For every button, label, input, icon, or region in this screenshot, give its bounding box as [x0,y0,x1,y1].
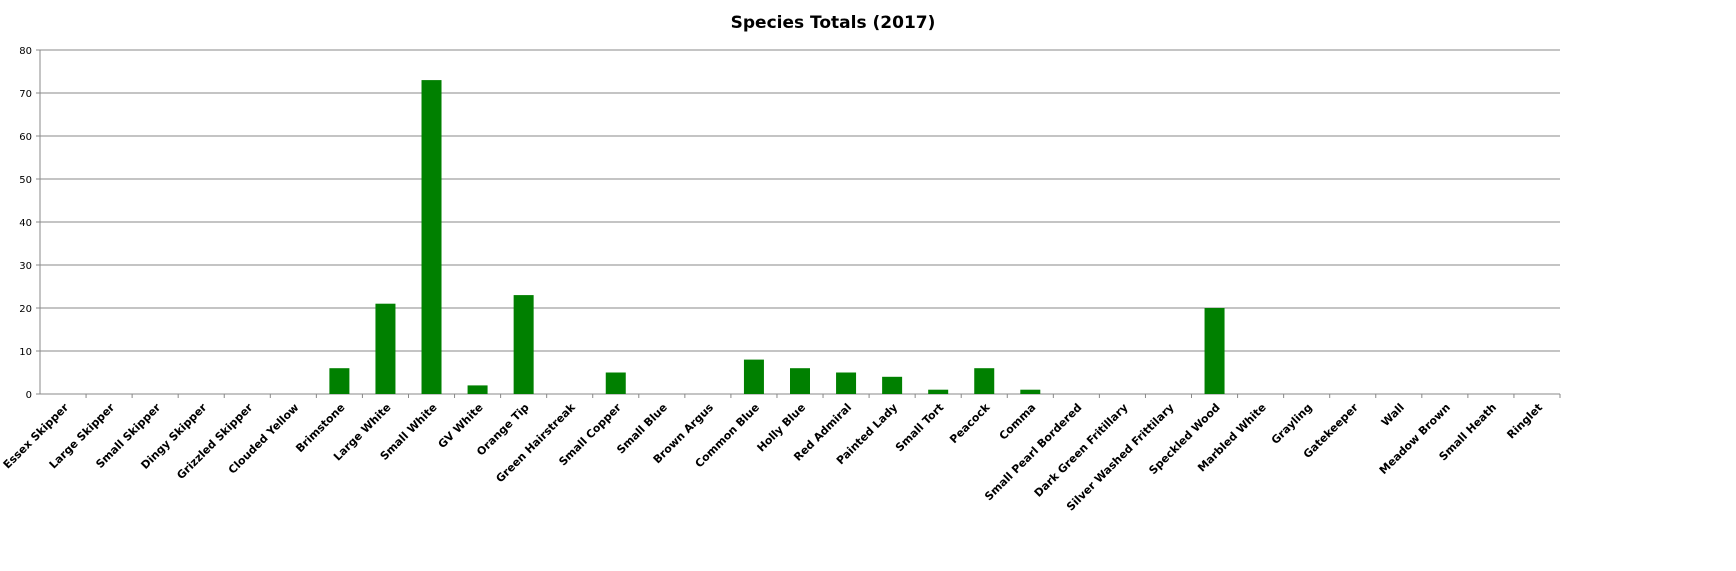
y-tick-label: 80 [19,46,32,57]
bar [1020,389,1041,394]
bar [790,368,810,394]
bar [329,368,350,394]
x-tick-label: Grizzled Skipper [174,401,255,482]
bar [375,303,396,394]
y-tick-label: 30 [19,261,32,272]
y-tick-label: 50 [19,175,32,186]
x-tick-label: Ringlet [1504,401,1545,442]
bar [605,372,626,394]
bar [1204,308,1225,394]
bar [743,359,764,394]
bar [836,372,857,394]
y-tick-label: 70 [19,89,32,100]
x-tick-label: Dark Green Fritillary [1032,401,1131,500]
x-tick-label: Peacock [947,400,993,446]
bar [421,80,442,394]
x-tick-label: Comma [997,401,1039,443]
y-tick-label: 40 [19,218,32,229]
bar [513,295,534,394]
bar [974,368,995,394]
y-tick-label: 0 [26,390,32,401]
x-tick-label: GV White [436,401,486,451]
bar [882,376,903,394]
bar [467,385,488,394]
y-tick-label: 60 [19,132,32,143]
x-tick-label: Small Tort [893,401,946,454]
chart-title: Species Totals (2017) [731,13,936,33]
x-tick-label: Green Hairstreak [493,400,578,485]
y-tick-label: 10 [19,347,32,358]
y-tick-label: 20 [19,304,32,315]
bar [928,389,949,394]
x-tick-label: Grayling [1269,401,1315,447]
x-tick-label: Wall [1379,401,1407,429]
